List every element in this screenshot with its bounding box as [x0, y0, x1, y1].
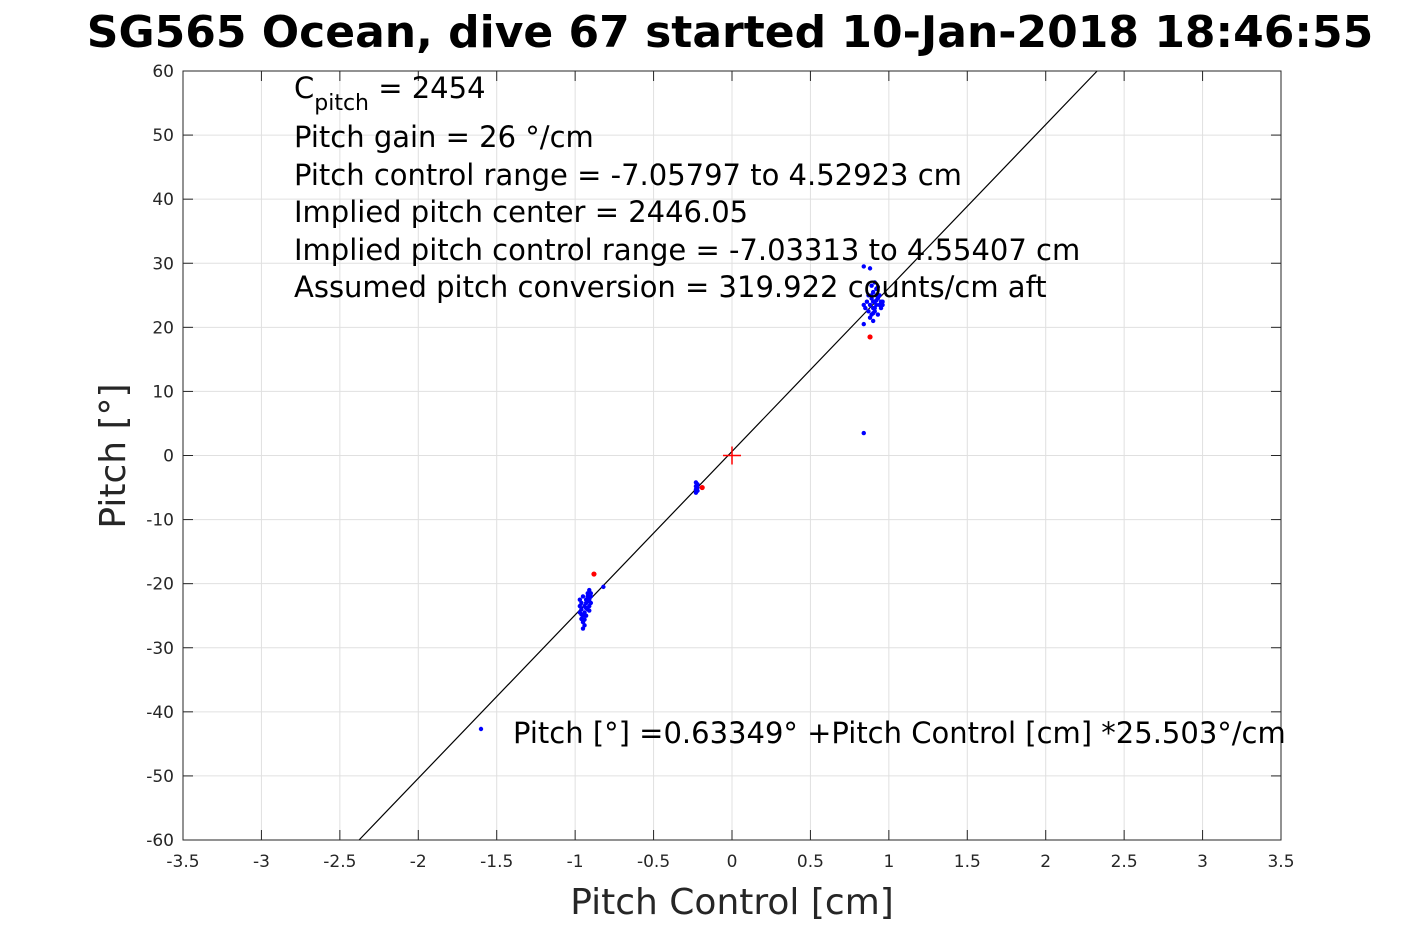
x-tick-label: 1 — [883, 852, 894, 872]
x-tick-label: -1 — [567, 852, 584, 872]
data-point — [585, 599, 590, 604]
x-tick-label: 0 — [727, 852, 738, 872]
x-tick-label: 3 — [1197, 852, 1208, 872]
x-tick-label: -0.5 — [637, 852, 670, 872]
y-tick-label: 40 — [152, 190, 174, 210]
x-tick-label: -3.5 — [166, 852, 199, 872]
data-point — [582, 617, 587, 622]
data-point — [587, 608, 592, 613]
x-tick-label: -1.5 — [480, 852, 513, 872]
y-axis-label: Pitch [°] — [93, 383, 134, 528]
data-point — [880, 302, 885, 308]
highlight-point — [699, 484, 705, 491]
data-point — [583, 605, 589, 611]
data-point — [579, 600, 584, 606]
data-point — [866, 309, 871, 314]
data-points — [577, 264, 885, 631]
annotation-cpitch: Cpitch = 2454 — [294, 71, 486, 116]
annotation-line: Pitch gain = 26 °/cm — [294, 120, 594, 154]
data-point — [880, 299, 885, 304]
center-marker — [723, 446, 741, 465]
x-axis-label: Pitch Control [cm] — [570, 882, 894, 923]
data-point — [866, 293, 871, 298]
cpitch-value: = 2454 — [369, 71, 486, 105]
y-tick-label: 10 — [152, 382, 174, 402]
data-point — [588, 594, 594, 599]
data-point — [695, 485, 700, 490]
y-tick-label: -10 — [146, 511, 174, 531]
data-point — [695, 488, 700, 493]
y-tick-label: -40 — [146, 703, 174, 723]
data-point — [588, 591, 594, 596]
data-point — [870, 318, 876, 324]
legend-marker — [478, 726, 484, 732]
legend-label: Pitch [°] =0.63349° +Pitch Control [cm] … — [513, 716, 1286, 750]
y-tick-label: -50 — [146, 767, 174, 787]
data-point — [872, 280, 877, 285]
x-tick-labels: -3.5 -3 -2.5 -2 -1.5 -1 -0.5 0 0.5 1 1.5 2 2.5 3 3.5 — [166, 852, 1294, 872]
y-tick-label: 20 — [152, 318, 174, 338]
annotation-block: Cpitch = 2454 Pitch gain = 26 °/cm Pitch… — [294, 71, 1080, 304]
annotation-line: Implied pitch center = 2446.05 — [294, 195, 748, 229]
x-tick-label: -2 — [410, 852, 427, 872]
y-tick-labels: -60 -50 -40 -30 -20 -10 0 10 20 30 40 50 60 — [146, 62, 174, 851]
x-tick-label: 1.5 — [954, 852, 981, 872]
annotation-line: Assumed pitch conversion = 319.922 count… — [294, 270, 1047, 304]
x-tick-label: 2.5 — [1111, 852, 1138, 872]
data-point — [695, 482, 700, 487]
cpitch-subscript: pitch — [314, 91, 369, 116]
data-point — [867, 266, 873, 271]
y-tick-label: -60 — [146, 831, 174, 851]
y-tick-label: 60 — [152, 62, 174, 82]
data-point — [863, 305, 868, 311]
data-point — [869, 283, 874, 288]
y-tick-label: 50 — [152, 126, 174, 146]
data-point — [870, 311, 876, 316]
highlight-point — [867, 334, 873, 340]
data-point — [583, 613, 589, 618]
data-point — [601, 584, 606, 590]
data-point — [861, 321, 866, 327]
cpitch-symbol: C — [294, 71, 314, 105]
data-point — [872, 305, 877, 311]
x-tick-label: 3.5 — [1267, 852, 1294, 872]
annotation-line: Implied pitch control range = -7.03313 t… — [294, 233, 1080, 267]
data-point — [867, 302, 873, 308]
axis-ticks — [182, 70, 1282, 841]
data-point — [875, 312, 881, 317]
highlight-point — [591, 571, 597, 577]
x-tick-label: 2 — [1040, 852, 1051, 872]
y-tick-label: -30 — [146, 639, 174, 659]
data-point — [582, 623, 587, 628]
data-point — [869, 293, 874, 298]
data-point — [874, 298, 879, 303]
x-tick-label: -2.5 — [323, 852, 356, 872]
data-point — [877, 293, 882, 298]
y-tick-label: 0 — [163, 447, 174, 467]
x-tick-label: -3 — [253, 852, 270, 872]
data-point — [580, 594, 586, 599]
y-tick-label: 30 — [152, 254, 174, 274]
data-point — [579, 607, 584, 612]
data-point — [875, 284, 881, 290]
x-tick-label: 0.5 — [797, 852, 824, 872]
data-point — [861, 264, 866, 269]
data-point — [579, 612, 584, 617]
annotation-line: Pitch control range = -7.05797 to 4.5292… — [294, 158, 962, 192]
legend: Pitch [°] =0.63349° +Pitch Control [cm] … — [478, 716, 1286, 750]
y-tick-label: -20 — [146, 575, 174, 595]
chart-title: SG565 Ocean, dive 67 started 10-Jan-2018… — [87, 7, 1373, 58]
data-point — [864, 299, 870, 304]
data-point — [861, 430, 866, 436]
